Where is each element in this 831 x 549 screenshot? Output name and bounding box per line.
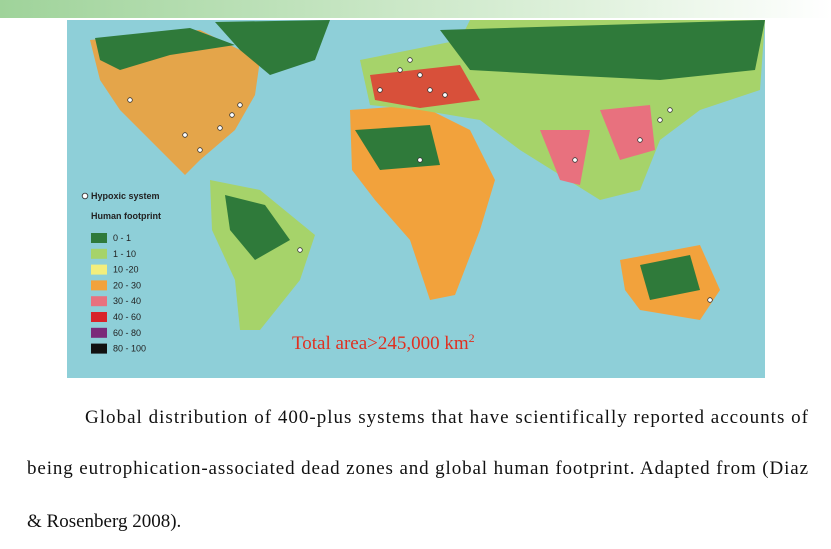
legend-swatch: [91, 233, 107, 243]
legend: Hypoxic system Human footprint 0 - 1 1 - …: [81, 191, 161, 354]
legend-label: 10 -20: [113, 265, 139, 275]
annotation-superscript: 2: [469, 331, 475, 345]
hypoxic-points: [127, 57, 713, 303]
caption-line: Global distribution of 400-plus systems …: [85, 407, 809, 428]
caption-line: being eutrophication-associated dead zon…: [27, 458, 808, 479]
hypoxic-marker: [81, 192, 89, 200]
australia-interior: [640, 255, 700, 300]
legend-swatch: [91, 264, 107, 275]
legend-label: 60 - 80: [113, 328, 141, 338]
siberia: [440, 20, 765, 80]
legend-swatch: [91, 280, 107, 291]
legend-swatch: [91, 296, 107, 307]
annotation: Total area>245,000 km2: [292, 331, 475, 354]
legend-label: 30 - 40: [113, 296, 141, 306]
top-bar: [0, 0, 831, 18]
legend-swatch: [91, 312, 107, 322]
europe: [370, 65, 480, 108]
caption-line: & Rosenberg 2008).: [27, 511, 181, 532]
legend-label: 20 - 30: [113, 280, 141, 290]
legend-label: 80 - 100: [113, 344, 146, 354]
legend-swatch: [91, 248, 107, 259]
legend-label: 40 - 60: [113, 312, 141, 322]
legend-swatch: [91, 343, 107, 354]
legend-title: Human footprint: [91, 211, 161, 221]
greenland: [215, 20, 330, 75]
china: [600, 105, 655, 160]
legend-label: 0 - 1: [113, 233, 131, 243]
amazon: [225, 195, 290, 260]
annotation-text: Total area>245,000 km: [292, 333, 469, 354]
canada-north: [95, 28, 235, 70]
map: [67, 20, 765, 378]
legend-swatch: [91, 327, 107, 338]
legend-label: 1 - 10: [113, 249, 136, 259]
india: [540, 130, 590, 185]
legend-marker-label: Hypoxic system: [91, 191, 160, 201]
